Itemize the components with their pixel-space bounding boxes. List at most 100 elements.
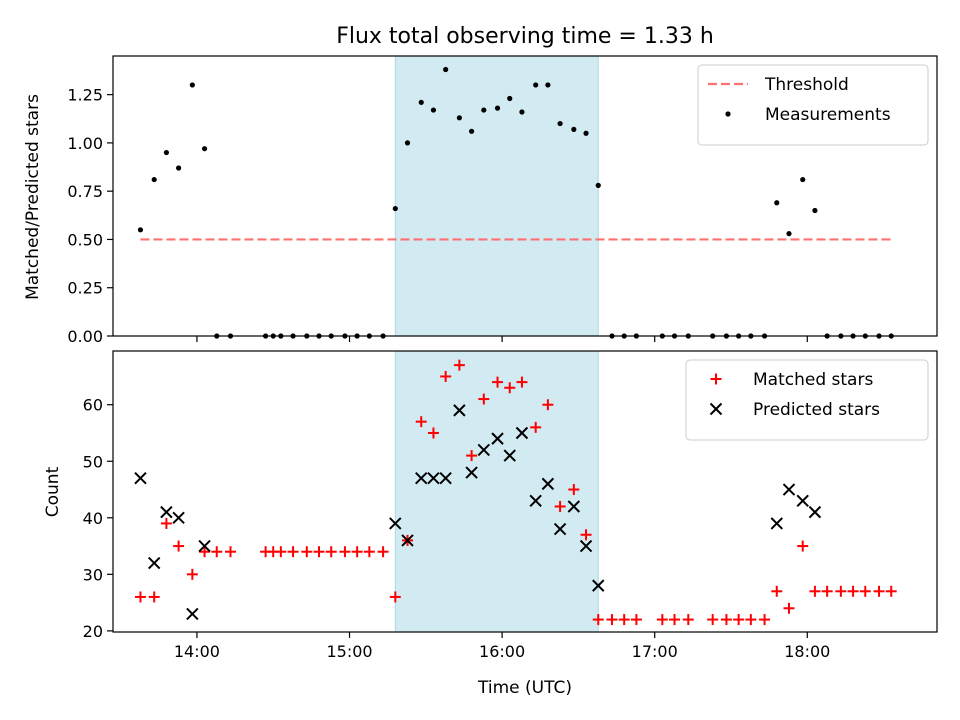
data-point [492, 376, 504, 388]
data-point [669, 614, 681, 626]
legend-label: Matched stars [753, 370, 873, 390]
data-point [287, 546, 299, 558]
data-point [541, 477, 555, 491]
data-point [137, 227, 144, 233]
data-point [478, 393, 490, 405]
data-point [147, 556, 161, 570]
y-tick-label: 60 [83, 396, 103, 415]
data-point [439, 472, 452, 485]
data-point [733, 614, 745, 626]
data-point [481, 107, 487, 113]
data-point [567, 500, 581, 513]
data-point [443, 66, 449, 73]
series-matched-stars [134, 359, 897, 626]
x-tick-label: 16:00 [479, 642, 525, 661]
data-point [745, 614, 757, 626]
data-point [404, 140, 411, 146]
data-point [163, 149, 170, 156]
y-tick-label: 30 [83, 565, 103, 584]
data-point [189, 82, 195, 88]
legend-swatch [725, 111, 731, 117]
data-point [720, 614, 732, 626]
x-axis-label: Time (UTC) [477, 678, 572, 698]
data-point [580, 529, 592, 541]
data-point [198, 539, 211, 553]
bottom-y-axis-label: Count [43, 466, 63, 517]
data-point [415, 472, 428, 485]
data-point [491, 432, 504, 445]
data-point [873, 585, 885, 597]
legend: Threshold Measurements [697, 64, 929, 146]
plot-frame [112, 55, 938, 337]
y-tick-label: 0.50 [67, 230, 103, 249]
data-point [151, 176, 157, 183]
y-tick-label: 50 [83, 452, 103, 471]
data-point [325, 546, 337, 558]
data-point [466, 450, 478, 462]
data-point [201, 146, 208, 152]
data-point [477, 443, 491, 457]
data-point [592, 579, 605, 592]
data-point [453, 359, 465, 371]
data-point [797, 540, 809, 552]
data-point [453, 404, 466, 417]
data-point [415, 416, 427, 428]
data-point [759, 614, 771, 626]
data-point [134, 591, 146, 603]
data-point [134, 472, 147, 485]
y-tick-label: 0.25 [67, 279, 103, 298]
data-point [418, 99, 424, 105]
data-point [173, 540, 185, 552]
data-point [630, 614, 642, 626]
data-point [859, 585, 871, 597]
data-point [430, 107, 437, 113]
data-point [301, 546, 313, 558]
data-point [503, 449, 516, 462]
x-tick-label: 17:00 [632, 642, 678, 661]
y-tick-label: 1.25 [67, 86, 103, 105]
data-point [554, 500, 566, 512]
data-point [519, 109, 525, 115]
bottom-panel: 20 30 40 50 60 14:00 15:00 16:00 17:00 18:00 Match… [83, 350, 938, 661]
data-point [618, 614, 630, 626]
data-point [553, 522, 567, 536]
data-point [377, 546, 389, 558]
data-point [571, 126, 577, 132]
data-point [529, 494, 542, 508]
x-tick-label: 14:00 [174, 642, 220, 661]
data-point [771, 585, 783, 597]
data-point [224, 546, 236, 558]
data-point [812, 207, 818, 214]
highlight-span [394, 350, 599, 633]
data-point [516, 376, 528, 388]
data-point [682, 614, 694, 626]
x-tick-label: 15:00 [326, 642, 372, 661]
data-point [392, 205, 398, 212]
plot-frame [112, 350, 938, 633]
data-point [186, 607, 199, 621]
data-point [774, 200, 780, 206]
data-point [557, 120, 563, 127]
legend-label: Measurements [765, 105, 891, 125]
data-point [339, 546, 351, 558]
data-point [707, 614, 719, 626]
data-point [440, 370, 452, 382]
y-tick-label: 1.00 [67, 134, 103, 153]
data-point [583, 130, 589, 136]
x-tick-label: 18:00 [784, 642, 830, 661]
data-point [427, 427, 439, 439]
top-panel: 0.00 0.25 0.50 0.75 1.00 1.25 Threshold Measure… [67, 55, 938, 346]
data-point [595, 182, 601, 188]
highlight-span [394, 55, 599, 337]
data-point [821, 585, 833, 597]
data-point [456, 115, 462, 121]
data-point [468, 128, 475, 134]
data-point [533, 82, 539, 88]
y-tick-label: 20 [83, 622, 103, 641]
legend-box [685, 359, 929, 441]
data-point [494, 105, 501, 111]
data-point [199, 546, 211, 558]
series-predicted-stars [134, 404, 822, 621]
data-point [847, 585, 859, 597]
y-tick-label: 40 [83, 509, 103, 528]
